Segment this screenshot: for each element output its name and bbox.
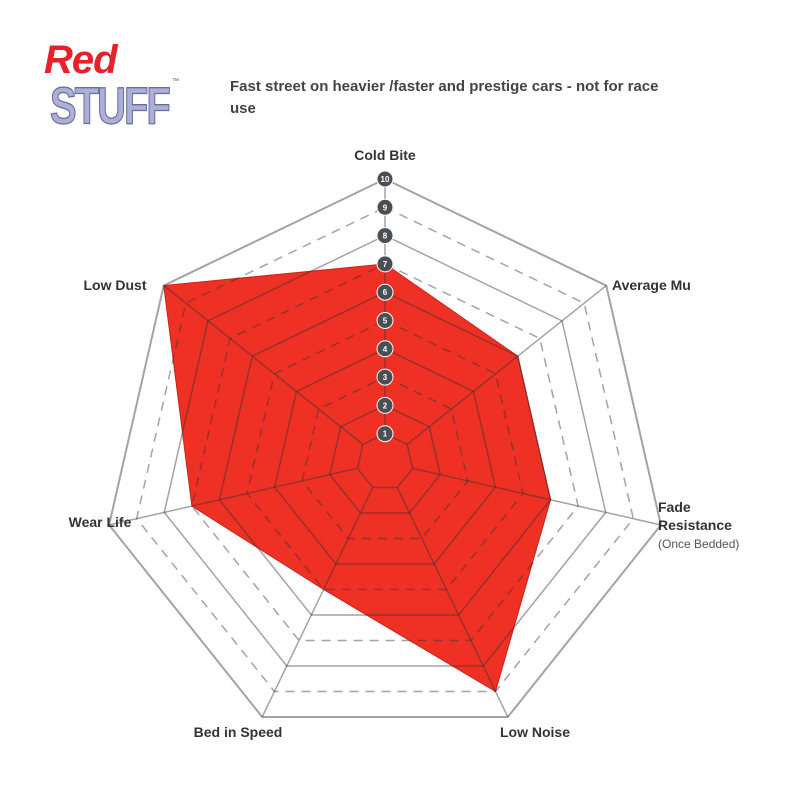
axis-sublabel: (Once Bedded) xyxy=(658,537,739,551)
tick-label: 1 xyxy=(383,430,388,439)
axis-spoke xyxy=(396,487,509,718)
tick-label: 6 xyxy=(383,288,388,297)
tick-badge xyxy=(376,170,394,188)
tick-badge xyxy=(376,425,394,443)
grid-ring-6 xyxy=(218,291,552,616)
axis-label: Cold Bite xyxy=(354,147,416,163)
grid-ring-8 xyxy=(163,234,607,667)
tick-badge xyxy=(376,368,394,386)
axis-spoke xyxy=(163,284,364,445)
tick-label: 4 xyxy=(383,345,388,354)
grid-ring-7 xyxy=(191,263,579,642)
logo-trademark: ™ xyxy=(172,78,179,85)
grid-ring-3 xyxy=(301,376,469,540)
axis-spoke xyxy=(412,467,662,526)
tick-label: 3 xyxy=(383,373,388,382)
tick-badge xyxy=(376,283,394,301)
axis-spoke xyxy=(108,467,358,526)
axis-label: Resistance xyxy=(658,517,732,533)
tick-label: 5 xyxy=(383,317,388,326)
axis-label: Wear Life xyxy=(69,514,132,530)
axis-label: Average Mu xyxy=(612,277,691,293)
tick-label: 9 xyxy=(383,203,388,212)
tick-label: 2 xyxy=(383,401,388,410)
tick-label: 7 xyxy=(383,260,388,269)
tick-label: 10 xyxy=(381,175,390,184)
tick-badge xyxy=(376,227,394,245)
grid-ring-4 xyxy=(273,347,497,565)
grid-ring-9 xyxy=(135,206,635,693)
tick-badge xyxy=(376,255,394,273)
axis-label: Bed in Speed xyxy=(194,724,283,740)
axis-spoke xyxy=(406,284,607,445)
axis-label: Fade xyxy=(658,499,691,515)
tick-badge xyxy=(376,312,394,329)
grid-ring-10 xyxy=(108,177,662,718)
axis-spoke xyxy=(261,487,374,718)
grid-ring-2 xyxy=(329,404,441,514)
chart-subtitle: Fast street on heavier /faster and prest… xyxy=(230,78,659,117)
tick-badge xyxy=(376,340,394,358)
tick-badge xyxy=(376,198,394,216)
axis-label: Low Dust xyxy=(84,277,147,293)
tick-label: 8 xyxy=(383,232,388,241)
logo-red-text: Red xyxy=(44,38,118,82)
axis-label: Low Noise xyxy=(500,724,570,740)
logo-stuff-text: STUFF xyxy=(50,77,172,136)
redstuff-logo: Red STUFF ™ xyxy=(44,38,184,138)
series-polygon xyxy=(163,263,552,693)
tick-badge xyxy=(376,396,394,414)
grid-ring-1 xyxy=(356,432,414,489)
